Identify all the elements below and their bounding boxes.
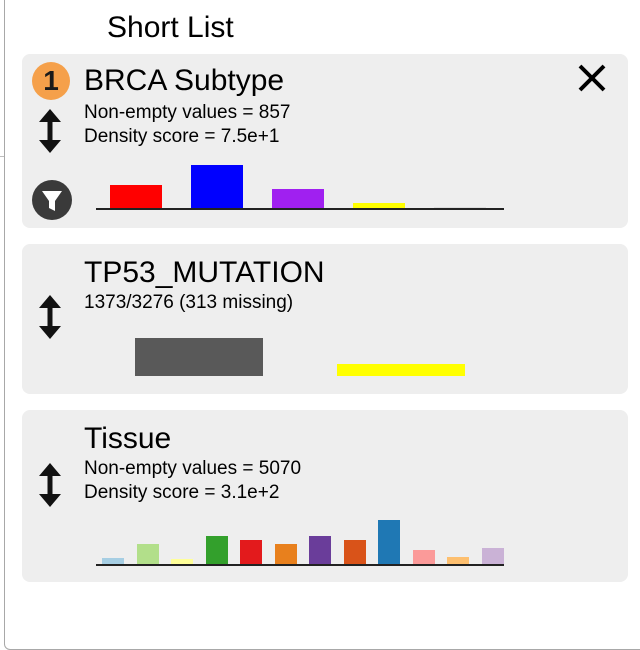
- density-score: Density score = 7.5e+1: [84, 126, 280, 147]
- histogram-axis: [96, 564, 504, 566]
- card-title: BRCA Subtype: [84, 64, 285, 97]
- histogram-bar: [171, 559, 193, 565]
- vertical-arrows-icon[interactable]: [36, 294, 64, 340]
- attribute-card-brca-subtype[interactable]: 1 BRCA Subtype Non-empty values = 857 De…: [22, 54, 628, 228]
- histogram-bar: [136, 544, 159, 565]
- missing-summary: 1373/3276 (313 missing): [84, 292, 294, 313]
- vertical-arrows-icon[interactable]: [36, 462, 64, 508]
- mutation-bar: [135, 338, 263, 376]
- histogram-bar: [378, 520, 400, 565]
- non-empty-values: Non-empty values = 5070: [84, 458, 302, 479]
- attribute-card-tissue[interactable]: Tissue Non-empty values = 5070 Density s…: [22, 410, 628, 582]
- vertical-arrows-icon[interactable]: [36, 108, 64, 154]
- histogram-bar: [272, 189, 324, 209]
- mutation-bars: [96, 328, 506, 376]
- attribute-card-tp53-mutation[interactable]: TP53_MUTATION 1373/3276 (313 missing): [22, 244, 628, 394]
- histogram-bar: [191, 165, 243, 209]
- histogram-tissue: [96, 506, 506, 566]
- histogram-bar: [309, 536, 331, 565]
- histogram-bar: [481, 548, 504, 565]
- histogram-bar: [205, 536, 228, 565]
- histogram-brca-subtype: [96, 150, 506, 210]
- histogram-bar: [447, 557, 469, 565]
- card-title: Tissue: [84, 422, 172, 455]
- card-title: TP53_MUTATION: [84, 256, 325, 289]
- histogram-bar: [412, 550, 435, 565]
- histogram-axis: [96, 208, 504, 210]
- histogram-bar: [110, 185, 162, 209]
- histogram-bar: [102, 558, 124, 565]
- density-score: Density score = 3.1e+2: [84, 482, 280, 503]
- filter-icon[interactable]: [32, 180, 72, 220]
- rank-badge: 1: [32, 62, 70, 100]
- histogram-bar: [240, 540, 262, 565]
- rank-number: 1: [43, 65, 59, 96]
- histogram-bar: [274, 544, 297, 565]
- mutation-bar: [337, 364, 465, 376]
- panel-title: Short List: [107, 11, 234, 44]
- histogram-bar: [353, 203, 405, 209]
- non-empty-values: Non-empty values = 857: [84, 102, 291, 123]
- close-icon[interactable]: [576, 62, 608, 94]
- histogram-bar: [343, 540, 366, 565]
